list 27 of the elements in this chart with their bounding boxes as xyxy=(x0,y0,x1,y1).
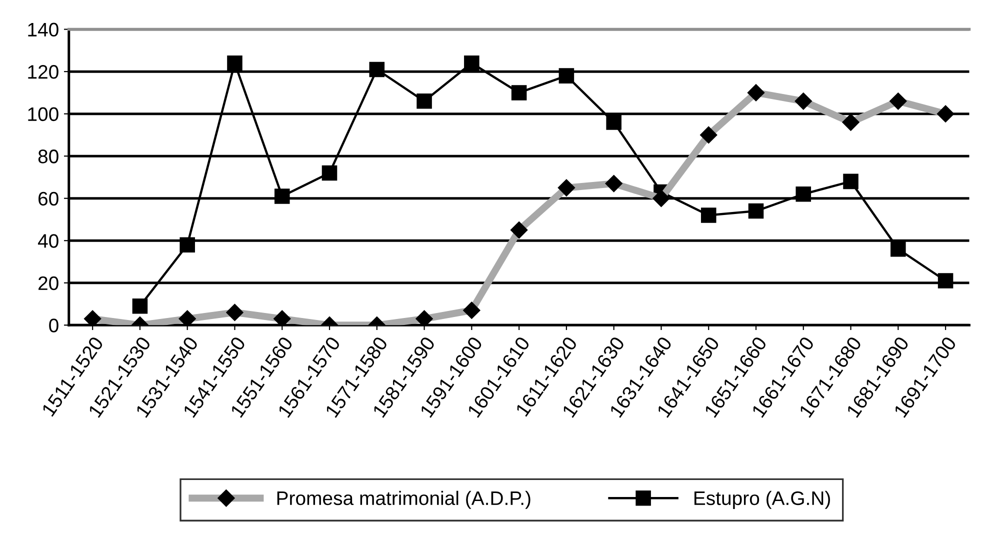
point xyxy=(274,188,290,204)
point xyxy=(890,241,906,257)
point xyxy=(369,62,385,78)
point xyxy=(748,203,764,219)
point xyxy=(558,68,574,84)
point xyxy=(938,273,954,288)
y-tick-label: 0 xyxy=(49,318,58,332)
y-tick-label: 120 xyxy=(28,65,58,79)
point xyxy=(511,85,527,100)
point xyxy=(796,186,812,202)
point xyxy=(227,55,242,71)
point xyxy=(606,114,622,130)
point xyxy=(416,94,432,109)
point xyxy=(464,55,480,71)
point xyxy=(132,298,148,314)
y-tick-label: 80 xyxy=(38,150,58,164)
legend-label: Promesa matrimonial (A.D.P.) xyxy=(277,490,530,509)
point xyxy=(700,208,716,223)
y-tick-label: 100 xyxy=(28,107,58,122)
point xyxy=(180,237,195,252)
y-tick-label: 140 xyxy=(28,22,58,37)
y-tick-label: 40 xyxy=(38,234,58,248)
point xyxy=(322,165,338,181)
y-tick-label: 60 xyxy=(38,192,58,206)
point xyxy=(843,174,858,190)
legend-label: Estupro (A.G.N) xyxy=(694,490,830,509)
y-tick-label: 20 xyxy=(38,276,58,290)
